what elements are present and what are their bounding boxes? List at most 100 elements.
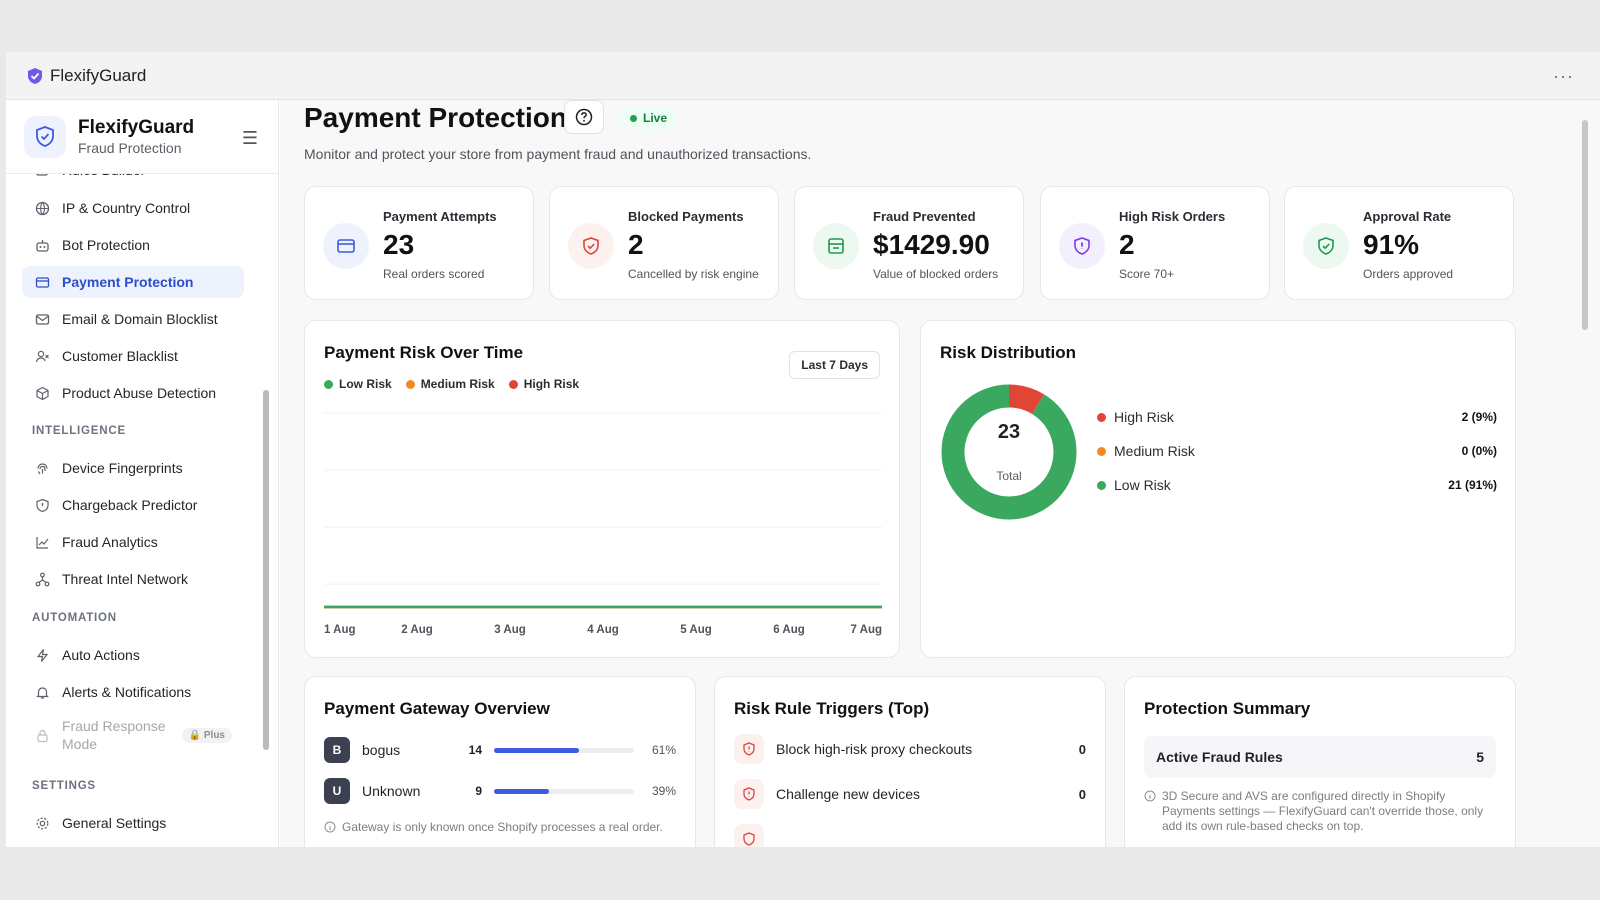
risk-over-time-card: Payment Risk Over Time Last 7 Days Low R…: [304, 320, 900, 658]
lock-icon: [34, 727, 50, 743]
shield-logo-icon: [24, 115, 66, 158]
gateway-share-fill: [494, 788, 549, 794]
app-window: FlexifyGuard ··· Rules Builder IP & Coun…: [6, 52, 1600, 847]
sidebar-item-alerts-notifications[interactable]: Alerts & Notifications: [22, 676, 244, 708]
gateway-percent: 39%: [651, 784, 676, 798]
legend-swatch: [1097, 412, 1106, 422]
hamburger-menu-icon[interactable]: ☰: [241, 128, 258, 148]
x-tick-label: 4 Aug: [587, 624, 619, 636]
rule-triggers-title: Risk Rule Triggers (Top): [734, 699, 930, 718]
shield-check-icon: [1303, 223, 1349, 269]
sidebar-item-label: Payment Protection: [62, 274, 194, 290]
distribution-label: Low Risk: [1114, 477, 1171, 493]
rule-row: Challenge new devices 0: [734, 779, 1086, 809]
sidebar-item-email-domain-blocklist[interactable]: Email & Domain Blocklist: [22, 303, 244, 335]
sidebar-item-chargeback-predictor[interactable]: Chargeback Predictor: [22, 489, 244, 521]
summary-row-label: Active Fraud Rules: [1156, 749, 1283, 765]
protection-summary-title: Protection Summary: [1144, 699, 1311, 718]
status-badge: Live: [620, 107, 678, 129]
x-tick-label: 7 Aug: [850, 624, 882, 636]
plus-badge-label: Plus: [203, 729, 225, 741]
box-icon: [34, 385, 50, 401]
stat-note: Real orders scored: [383, 267, 485, 281]
sidebar-item-customer-blacklist[interactable]: Customer Blacklist: [22, 340, 244, 372]
distribution-row-low-risk: Low Risk 21 (91%): [1097, 477, 1497, 493]
mail-icon: [34, 311, 50, 327]
gateway-name: Unknown: [362, 783, 421, 799]
legend-swatch: [508, 379, 518, 389]
sidebar-item-product-abuse-detection[interactable]: Product Abuse Detection: [22, 377, 244, 409]
globe-icon: [34, 200, 50, 216]
legend-swatch: [1097, 480, 1106, 490]
gateway-share-bar: [494, 747, 634, 753]
stat-label: Payment Attempts: [383, 209, 497, 224]
gateway-avatar: B: [324, 737, 350, 763]
sidebar-item-label: Alerts & Notifications: [62, 684, 192, 700]
card-icon: [34, 274, 50, 290]
gateway-row-unknown: U Unknown 9 39%: [324, 778, 676, 804]
rule-count: 0: [1078, 741, 1086, 757]
sidebar-item-fraud-response-mode[interactable]: Fraud Response Mode 🔒 Plus: [22, 713, 244, 757]
sidebar-brand-subtitle: Fraud Protection: [78, 139, 182, 156]
distribution-label: Medium Risk: [1114, 443, 1195, 459]
legend-swatch: [1097, 446, 1106, 456]
sidebar-item-auto-actions[interactable]: Auto Actions: [22, 639, 244, 671]
shield-alert-icon: [734, 824, 764, 847]
x-tick-label: 2 Aug: [401, 624, 433, 636]
user-x-icon: [34, 348, 50, 364]
summary-note-text: 3D Secure and AVS are configured directl…: [1162, 789, 1484, 833]
donut-slice-low-risk: [941, 384, 1077, 520]
app-topbar: FlexifyGuard ···: [6, 52, 1600, 100]
gateway-count: 9: [475, 784, 482, 798]
sidebar-scrollbar[interactable]: [263, 390, 269, 750]
locked-label-line2: Mode: [62, 736, 98, 752]
date-range-button[interactable]: Last 7 Days: [789, 351, 880, 379]
shield-alert-icon: [734, 734, 764, 764]
distribution-row-high-risk: High Risk 2 (9%): [1097, 409, 1497, 425]
risk-distribution-title: Risk Distribution: [940, 343, 1077, 362]
section-label-intelligence: INTELLIGENCE: [32, 425, 126, 437]
status-dot: [630, 114, 637, 122]
risk-donut-chart: [941, 384, 1077, 520]
sidebar-item-bot-protection[interactable]: Bot Protection: [22, 229, 244, 261]
gateway-overview-title: Payment Gateway Overview: [324, 699, 550, 718]
distribution-row-medium-risk: Medium Risk 0 (0%): [1097, 443, 1497, 459]
info-icon: [324, 821, 336, 833]
legend-label: High Risk: [523, 377, 580, 391]
sidebar-item-threat-intel-network[interactable]: Threat Intel Network: [22, 563, 244, 595]
sidebar-item-fraud-analytics[interactable]: Fraud Analytics: [22, 526, 244, 558]
risk-over-time-title: Payment Risk Over Time: [324, 343, 524, 362]
more-options-icon[interactable]: ···: [1553, 66, 1574, 86]
sidebar-item-ip-country[interactable]: IP & Country Control: [22, 192, 244, 224]
section-label-automation: AUTOMATION: [32, 612, 117, 624]
risk-line-chart: 1 Aug 2 Aug 3 Aug 4 Aug 5 Aug 6 Aug 7 Aug: [324, 412, 882, 636]
protection-summary-card: Protection Summary Active Fraud Rules 5 …: [1124, 676, 1516, 847]
active-fraud-rules-row[interactable]: Active Fraud Rules 5: [1144, 736, 1496, 778]
sidebar-item-label: Fraud Analytics: [62, 534, 158, 550]
stat-card-payment-attempts: Payment Attempts 23 Real orders scored: [304, 186, 534, 300]
gateway-note-text: Gateway is only known once Shopify proce…: [342, 820, 663, 834]
stat-card-high-risk-orders: High Risk Orders 2 Score 70+: [1040, 186, 1270, 300]
sidebar-item-device-fingerprints[interactable]: Device Fingerprints: [22, 452, 244, 484]
stat-card-approval-rate: Approval Rate 91% Orders approved: [1284, 186, 1514, 300]
donut-total-label: Total: [996, 469, 1022, 483]
sidebar-item-payment-protection[interactable]: Payment Protection: [22, 266, 244, 298]
sidebar-item-label: Chargeback Predictor: [62, 497, 198, 513]
legend-label: Medium Risk: [420, 377, 495, 391]
gateway-percent: 61%: [651, 743, 676, 757]
x-tick-label: 3 Aug: [494, 624, 526, 636]
main-scrollbar[interactable]: [1582, 120, 1588, 330]
stat-note: Score 70+: [1119, 267, 1175, 281]
chart-icon: [34, 534, 50, 550]
distribution-label: High Risk: [1114, 409, 1174, 425]
shield-warning-icon: [1059, 223, 1105, 269]
section-label-settings: SETTINGS: [32, 780, 96, 792]
sidebar-item-general-settings[interactable]: General Settings: [22, 807, 244, 839]
bolt-icon: [34, 647, 50, 663]
network-icon: [34, 571, 50, 587]
gateway-overview-card: Payment Gateway Overview B bogus 14 61% …: [304, 676, 696, 847]
stat-value: 2: [628, 229, 644, 260]
stat-label: Approval Rate: [1363, 209, 1452, 224]
help-button[interactable]: [564, 100, 604, 134]
x-tick-label: 6 Aug: [773, 624, 805, 636]
